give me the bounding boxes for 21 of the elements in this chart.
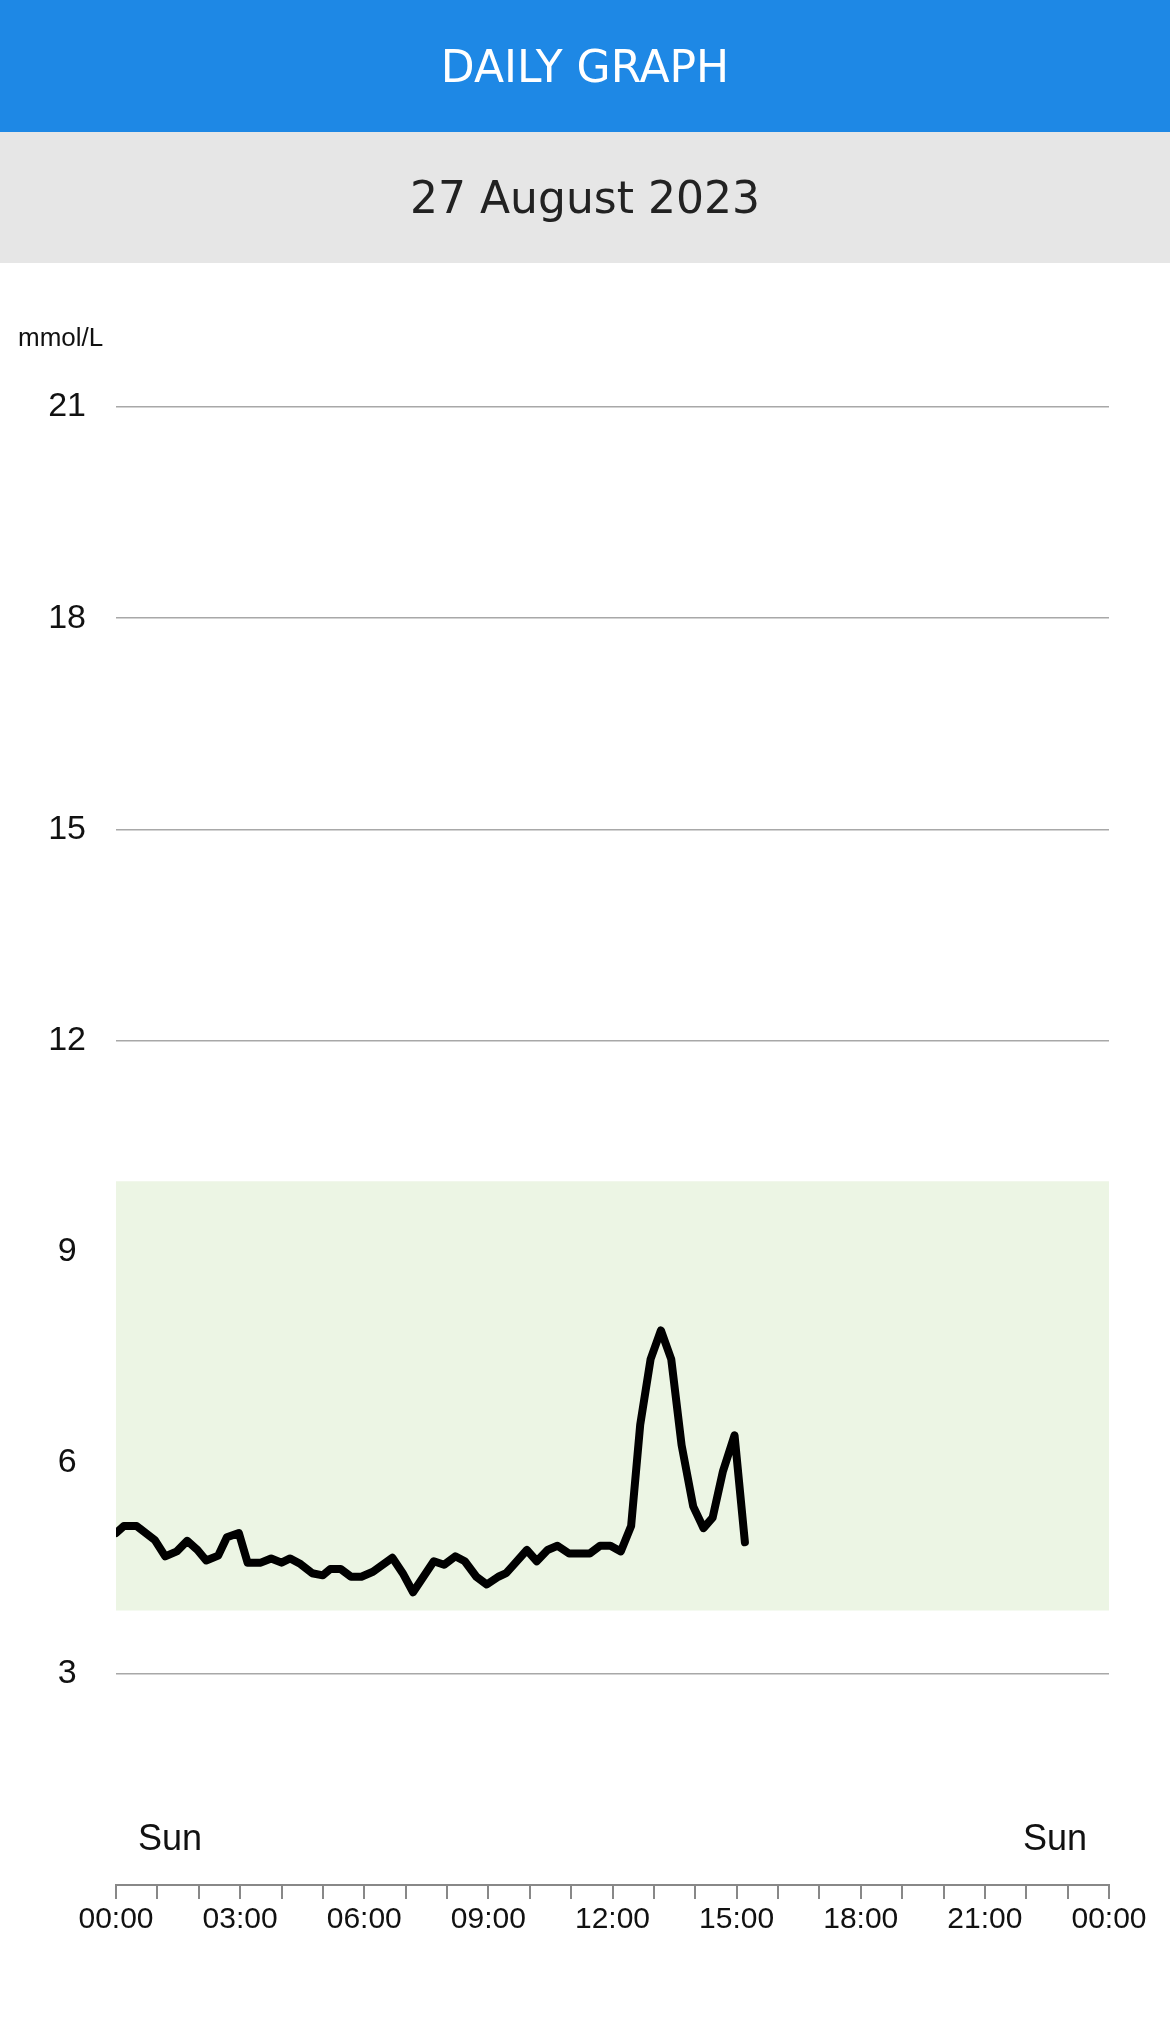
y-tick-label: 12 xyxy=(48,1018,86,1057)
annotation: Sun xyxy=(1022,1816,1087,1858)
y-tick-label: 18 xyxy=(48,596,86,635)
y-tick-label: 3 xyxy=(57,1652,77,1691)
y-tick-label: 6 xyxy=(57,1441,77,1480)
x-tick-label: 18:00 xyxy=(823,1901,899,1935)
x-tick-label: 03:00 xyxy=(202,1901,278,1935)
y-tick-label: 9 xyxy=(57,1229,77,1268)
y-tick-label: 15 xyxy=(48,807,86,846)
x-tick-label: 06:00 xyxy=(326,1901,402,1935)
y-tick-label: 21 xyxy=(48,385,86,424)
annotation: Sun xyxy=(138,1816,203,1858)
y-axis-title: mmol/L xyxy=(18,322,104,353)
x-tick-label: 15:00 xyxy=(699,1901,775,1935)
x-tick-label: 21:00 xyxy=(947,1901,1023,1935)
x-tick-label: 00:00 xyxy=(1071,1901,1147,1935)
x-tick-label: 12:00 xyxy=(574,1901,651,1935)
chart-subtitle: 27 August 2023 xyxy=(0,132,1170,263)
chart-title: DAILY GRAPH xyxy=(0,0,1170,132)
x-tick-label: 09:00 xyxy=(450,1901,526,1935)
x-tick-label: 00:00 xyxy=(78,1901,154,1935)
